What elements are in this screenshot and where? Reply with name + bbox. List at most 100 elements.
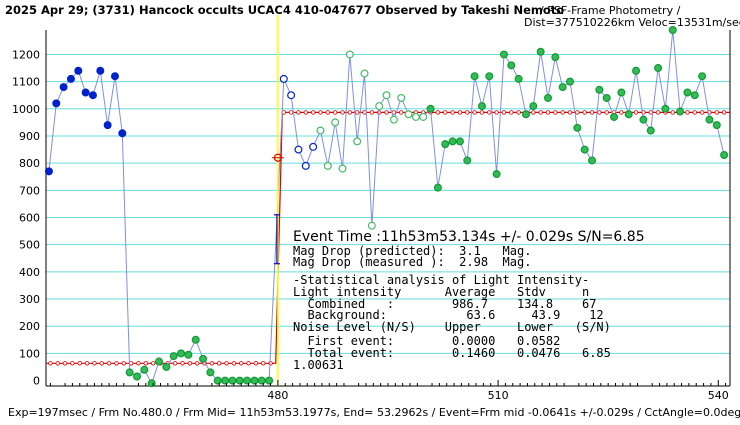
model-marker xyxy=(457,110,463,115)
model-marker xyxy=(633,110,639,115)
data-point-green xyxy=(588,156,597,165)
model-marker xyxy=(714,110,719,115)
data-point-green xyxy=(602,93,611,102)
model-marker xyxy=(172,361,178,366)
data-point-hollow-green xyxy=(345,50,354,59)
data-point-hollow-green xyxy=(316,126,325,135)
data-point-hollow-green xyxy=(419,112,428,121)
data-point-green xyxy=(543,93,552,102)
data-point-hollow-navy xyxy=(294,145,303,154)
data-point-green xyxy=(140,365,149,374)
model-marker xyxy=(347,110,353,115)
data-point-green xyxy=(580,145,589,154)
data-point-green xyxy=(521,110,530,119)
data-point-hollow-green xyxy=(375,102,384,111)
model-marker xyxy=(604,110,609,115)
data-point-green xyxy=(477,102,486,111)
model-marker xyxy=(582,110,587,115)
data-point-green xyxy=(441,140,450,149)
model-marker xyxy=(479,110,485,115)
data-point-green xyxy=(507,61,516,70)
y-tick-label: 800 xyxy=(19,157,40,170)
chart-title: 2025 Apr 29; (3731) Hancock occults UCAC… xyxy=(5,3,564,17)
data-point-green xyxy=(610,112,619,121)
data-point-green xyxy=(646,126,655,135)
model-marker xyxy=(369,110,375,115)
model-marker xyxy=(231,361,237,366)
model-marker xyxy=(239,361,244,366)
data-point-green xyxy=(712,121,721,130)
data-point-green xyxy=(595,85,604,94)
model-marker xyxy=(516,110,521,115)
data-point-green xyxy=(191,335,200,344)
data-point-green xyxy=(228,376,237,385)
data-point-green xyxy=(177,349,186,358)
model-marker xyxy=(253,361,259,366)
stats-section-title: -Statistical analysis of Light Intensity… xyxy=(293,273,589,287)
ratio-value: 1.00631 xyxy=(293,358,344,372)
model-marker xyxy=(538,110,543,115)
y-tick-label: 1100 xyxy=(12,76,40,89)
model-marker xyxy=(443,110,448,115)
model-marker xyxy=(194,361,200,366)
model-marker xyxy=(268,361,273,366)
model-marker xyxy=(106,361,112,366)
data-point-pre-event xyxy=(118,129,127,138)
model-marker xyxy=(391,110,397,115)
data-point-green xyxy=(455,137,464,146)
model-marker xyxy=(246,361,251,366)
model-marker xyxy=(501,110,507,115)
model-marker xyxy=(655,110,661,115)
data-point-green xyxy=(485,72,494,81)
model-marker xyxy=(217,361,222,366)
data-point-green xyxy=(698,72,707,81)
model-marker xyxy=(62,361,68,366)
data-point-hollow-green xyxy=(338,164,347,173)
data-point-green xyxy=(213,376,222,385)
model-marker xyxy=(70,361,75,366)
data-point-green xyxy=(250,376,259,385)
data-point-green xyxy=(433,183,442,192)
data-point-hollow-green xyxy=(331,118,340,127)
data-point-green xyxy=(235,376,244,385)
model-marker xyxy=(332,110,338,115)
data-point-hollow-navy xyxy=(279,74,288,83)
model-marker xyxy=(597,110,602,115)
y-tick-label: 700 xyxy=(19,184,40,197)
model-marker xyxy=(180,361,185,366)
noise-total-event: Total event: 0.1460 0.0476 6.85 xyxy=(293,346,611,360)
model-marker xyxy=(55,361,60,366)
model-marker xyxy=(721,110,727,115)
data-point-green xyxy=(683,88,692,97)
data-point-green xyxy=(206,368,215,377)
data-point-green xyxy=(221,376,230,385)
model-marker xyxy=(143,361,149,366)
model-layer xyxy=(46,110,730,366)
data-point-hollow-green xyxy=(323,161,332,170)
model-marker xyxy=(48,361,53,366)
mag-drop-measured: Mag Drop (measured ): 2.98 Mag. xyxy=(293,255,531,269)
y-tick-label: 200 xyxy=(19,320,40,333)
noise-first-event: First event: 0.0000 0.0582 xyxy=(293,334,560,348)
data-point-green xyxy=(639,115,648,124)
x-tick-label: 540 xyxy=(708,389,729,402)
data-point-hollow-navy xyxy=(301,161,310,170)
tick-layer: 0 100 200 300 400 500 600 700 800 900 1000 1100 1200… xyxy=(12,48,729,402)
data-point-green xyxy=(169,352,178,361)
data-point-hollow-navy xyxy=(287,91,296,100)
data-point-pre-event xyxy=(74,66,83,75)
data-point-hollow-green xyxy=(353,137,362,146)
data-point-green xyxy=(265,376,274,385)
model-marker xyxy=(648,110,653,115)
model-marker xyxy=(354,110,360,115)
data-point-green xyxy=(463,156,472,165)
data-point-green xyxy=(566,77,575,86)
model-marker xyxy=(209,361,215,366)
data-point-hollow-green xyxy=(360,69,369,78)
model-marker xyxy=(224,361,229,366)
data-point-pre-event xyxy=(44,167,53,176)
model-marker xyxy=(288,110,294,115)
data-point-green xyxy=(558,83,567,92)
